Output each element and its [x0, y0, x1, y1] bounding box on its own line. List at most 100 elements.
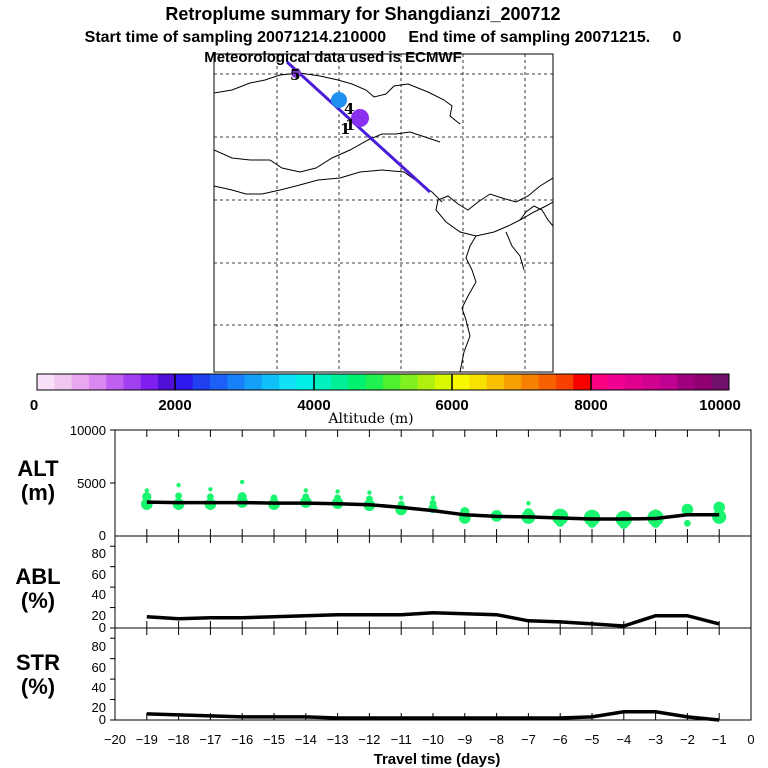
- colorbar-cell: [140, 374, 159, 390]
- x-tick-label: 0: [747, 732, 754, 747]
- colorbar-cell: [158, 374, 176, 390]
- alt-scatter-point: [462, 518, 467, 524]
- colorbar-cell: [400, 374, 419, 390]
- colorbar-cell: [711, 374, 730, 390]
- colorbar-cell: [365, 374, 384, 390]
- colorbar-cell: [677, 374, 695, 390]
- alt-scatter-point: [207, 493, 214, 501]
- colorbar-cell: [434, 374, 453, 390]
- colorbar-cell: [486, 374, 505, 390]
- alt-scatter-point: [429, 499, 437, 507]
- x-axis-label: Travel time (days): [374, 751, 501, 768]
- alt-scatter-point: [208, 487, 213, 492]
- colorbar-cell: [607, 374, 626, 390]
- x-tick-label: −18: [168, 732, 190, 747]
- altitude-colorbar: 0 2000 4000 6000 8000 10000 Altitude (m): [30, 373, 741, 427]
- colorbar-cell: [348, 374, 367, 390]
- abl-tick-60: 60: [92, 567, 106, 582]
- str-tick-20: 20: [92, 700, 106, 715]
- str-tick-40: 40: [92, 680, 106, 695]
- x-tick-label: −19: [136, 732, 158, 747]
- colorbar-cell: [37, 374, 55, 390]
- str-panel-unit: (%): [21, 674, 55, 699]
- alt-scatter-point: [555, 517, 565, 527]
- figure-title: Retroplume summary for Shangdianzi_20071…: [165, 4, 560, 24]
- colorbar-cell: [521, 374, 540, 390]
- colorbar-cell: [106, 374, 124, 390]
- trajectory-map: 5 4 1 1: [213, 53, 554, 373]
- colorbar-cell: [71, 374, 90, 390]
- alt-scatter-point: [237, 492, 247, 502]
- colorbar-cell: [261, 374, 280, 390]
- colorbar-cell: [590, 374, 609, 390]
- colorbar-tick-4000: 4000: [297, 397, 330, 414]
- alt-scatter-point: [270, 494, 278, 502]
- alt-scatter-point: [523, 508, 534, 518]
- colorbar-tick-6000: 6000: [435, 397, 468, 414]
- map-marker-day1b-label: 1: [340, 120, 350, 138]
- colorbar-cell: [694, 374, 713, 390]
- alt-scatter-point: [302, 493, 310, 501]
- alt-tick-5000: 5000: [77, 476, 106, 491]
- colorbar-cell: [210, 374, 228, 390]
- colorbar-cell: [227, 374, 246, 390]
- str-panel-label: STR: [16, 650, 60, 675]
- x-tick-label: −15: [263, 732, 285, 747]
- colorbar-cell: [123, 374, 142, 390]
- x-tick-label: −7: [521, 732, 536, 747]
- alt-tick-0: 0: [99, 528, 106, 543]
- map-marker-day1: [351, 109, 369, 127]
- colorbar-cell: [175, 374, 194, 390]
- alt-scatter-point: [651, 518, 661, 528]
- alt-scatter-point: [713, 501, 725, 514]
- alt-scatter-point: [144, 488, 149, 493]
- x-tick-label: −17: [199, 732, 221, 747]
- str-tick-0: 0: [99, 712, 106, 727]
- x-axis-tick-labels: −20 −19 −18 −17 −16 −15 −14 −13 −12 −11 −10 −9 −8 −7−…: [104, 732, 755, 747]
- x-tick-label: −20: [104, 732, 126, 747]
- alt-scatter-point: [142, 492, 152, 502]
- colorbar-tick-2000: 2000: [158, 397, 191, 414]
- colorbar-cell: [417, 374, 436, 390]
- alt-scatter-point: [526, 500, 531, 506]
- x-tick-label: −12: [358, 732, 380, 747]
- map-marker-day1-label: 1: [345, 116, 355, 134]
- sampling-times: Start time of sampling 20071214.210000 E…: [85, 29, 682, 46]
- map-day-markers: 5 4 1 1: [290, 66, 369, 138]
- colorbar-cell: [331, 374, 349, 390]
- alt-scatter-point: [303, 488, 308, 493]
- map-borders: [214, 72, 553, 372]
- abl-panel: ABL (%) 80 60 40 20 0: [15, 535, 752, 635]
- x-tick-label: −4: [616, 732, 631, 747]
- colorbar-label: Altitude (m): [327, 411, 413, 427]
- colorbar-tick-8000: 8000: [574, 397, 607, 414]
- colorbar-cell: [625, 374, 643, 390]
- colorbar-cell: [88, 374, 107, 390]
- alt-scatter-point: [335, 489, 340, 494]
- colorbar-cells: [37, 374, 730, 390]
- map-graticule: [214, 54, 553, 372]
- abl-tick-80: 80: [92, 546, 106, 561]
- alt-panel-unit: (m): [21, 480, 55, 505]
- alt-scatter-point: [587, 518, 597, 528]
- x-tick-label: −10: [422, 732, 444, 747]
- x-tick-label: −13: [327, 732, 349, 747]
- alt-scatter-point: [684, 519, 691, 527]
- abl-tick-40: 40: [92, 587, 106, 602]
- x-tick-label: −5: [585, 732, 600, 747]
- alt-panel-label: ALT: [17, 456, 59, 481]
- alt-scatter-point: [366, 495, 373, 503]
- colorbar-cell: [244, 374, 263, 390]
- abl-tick-20: 20: [92, 608, 106, 623]
- alt-scatter-point: [681, 503, 694, 516]
- alt-mean-line: [146, 500, 720, 521]
- colorbar-cell: [54, 374, 73, 390]
- map-marker-day4: [331, 92, 347, 108]
- x-tick-label: −8: [489, 732, 504, 747]
- colorbar-cell: [313, 374, 332, 390]
- abl-panel-label: ABL: [15, 564, 60, 589]
- colorbar-cell: [383, 374, 401, 390]
- x-tick-label: −16: [231, 732, 253, 747]
- colorbar-cell: [504, 374, 522, 390]
